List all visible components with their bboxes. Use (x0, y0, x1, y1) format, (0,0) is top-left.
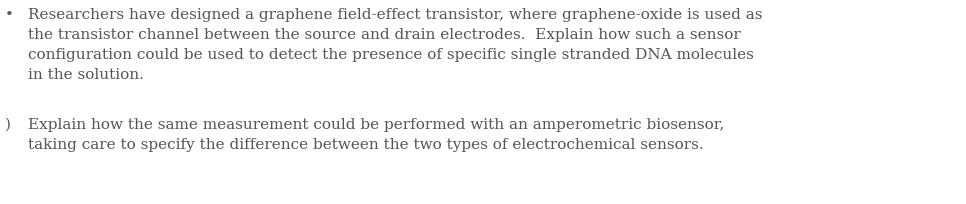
Text: Explain how the same measurement could be performed with an amperometric biosens: Explain how the same measurement could b… (28, 118, 724, 132)
Text: in the solution.: in the solution. (28, 68, 144, 82)
Text: configuration could be used to detect the presence of specific single stranded D: configuration could be used to detect th… (28, 48, 753, 62)
Text: Researchers have designed a graphene field-effect transistor, where graphene-oxi: Researchers have designed a graphene fie… (28, 8, 762, 22)
Text: ): ) (5, 118, 11, 132)
Text: the transistor channel between the source and drain electrodes.  Explain how suc: the transistor channel between the sourc… (28, 28, 741, 42)
Text: taking care to specify the difference between the two types of electrochemical s: taking care to specify the difference be… (28, 138, 703, 152)
Text: •: • (5, 8, 14, 22)
